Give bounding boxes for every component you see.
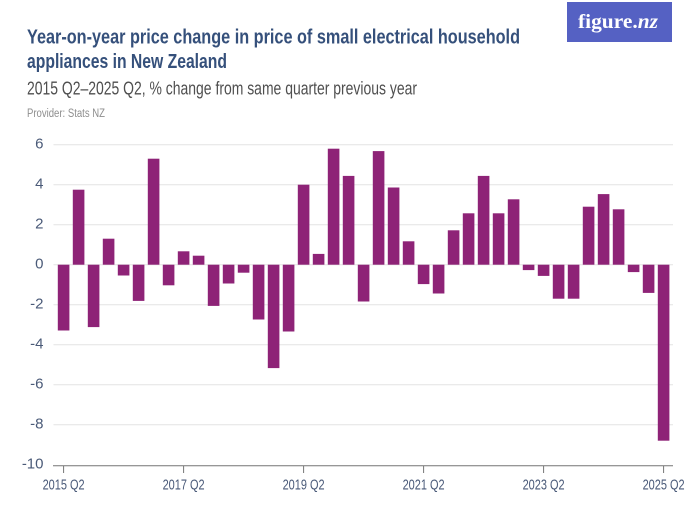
svg-text:4: 4	[35, 176, 43, 193]
svg-text:-6: -6	[30, 376, 43, 393]
svg-text:2015 Q2–2025 Q2, % change from: 2015 Q2–2025 Q2, % change from same quar…	[27, 78, 417, 99]
svg-text:-2: -2	[30, 296, 43, 313]
svg-text:-8: -8	[30, 416, 43, 433]
svg-text:2021 Q2: 2021 Q2	[403, 477, 445, 494]
svg-text:0: 0	[35, 256, 43, 273]
svg-text:-10: -10	[22, 456, 44, 473]
svg-text:2015 Q2: 2015 Q2	[43, 477, 85, 494]
svg-text:-4: -4	[30, 336, 43, 353]
svg-text:Year-on-year price change in p: Year-on-year price change in price of sm…	[27, 26, 520, 48]
svg-text:2023 Q2: 2023 Q2	[523, 477, 565, 494]
svg-text:2017 Q2: 2017 Q2	[163, 477, 205, 494]
svg-text:6: 6	[35, 136, 43, 153]
svg-text:2: 2	[35, 216, 43, 233]
svg-text:Provider: Stats NZ: Provider: Stats NZ	[27, 108, 105, 120]
svg-text:2019 Q2: 2019 Q2	[283, 477, 325, 494]
svg-text:2025 Q2: 2025 Q2	[643, 477, 685, 494]
svg-text:figure.nz: figure. nz	[578, 11, 658, 33]
svg-text:appliances in New Zealand: appliances in New Zealand	[27, 51, 227, 73]
